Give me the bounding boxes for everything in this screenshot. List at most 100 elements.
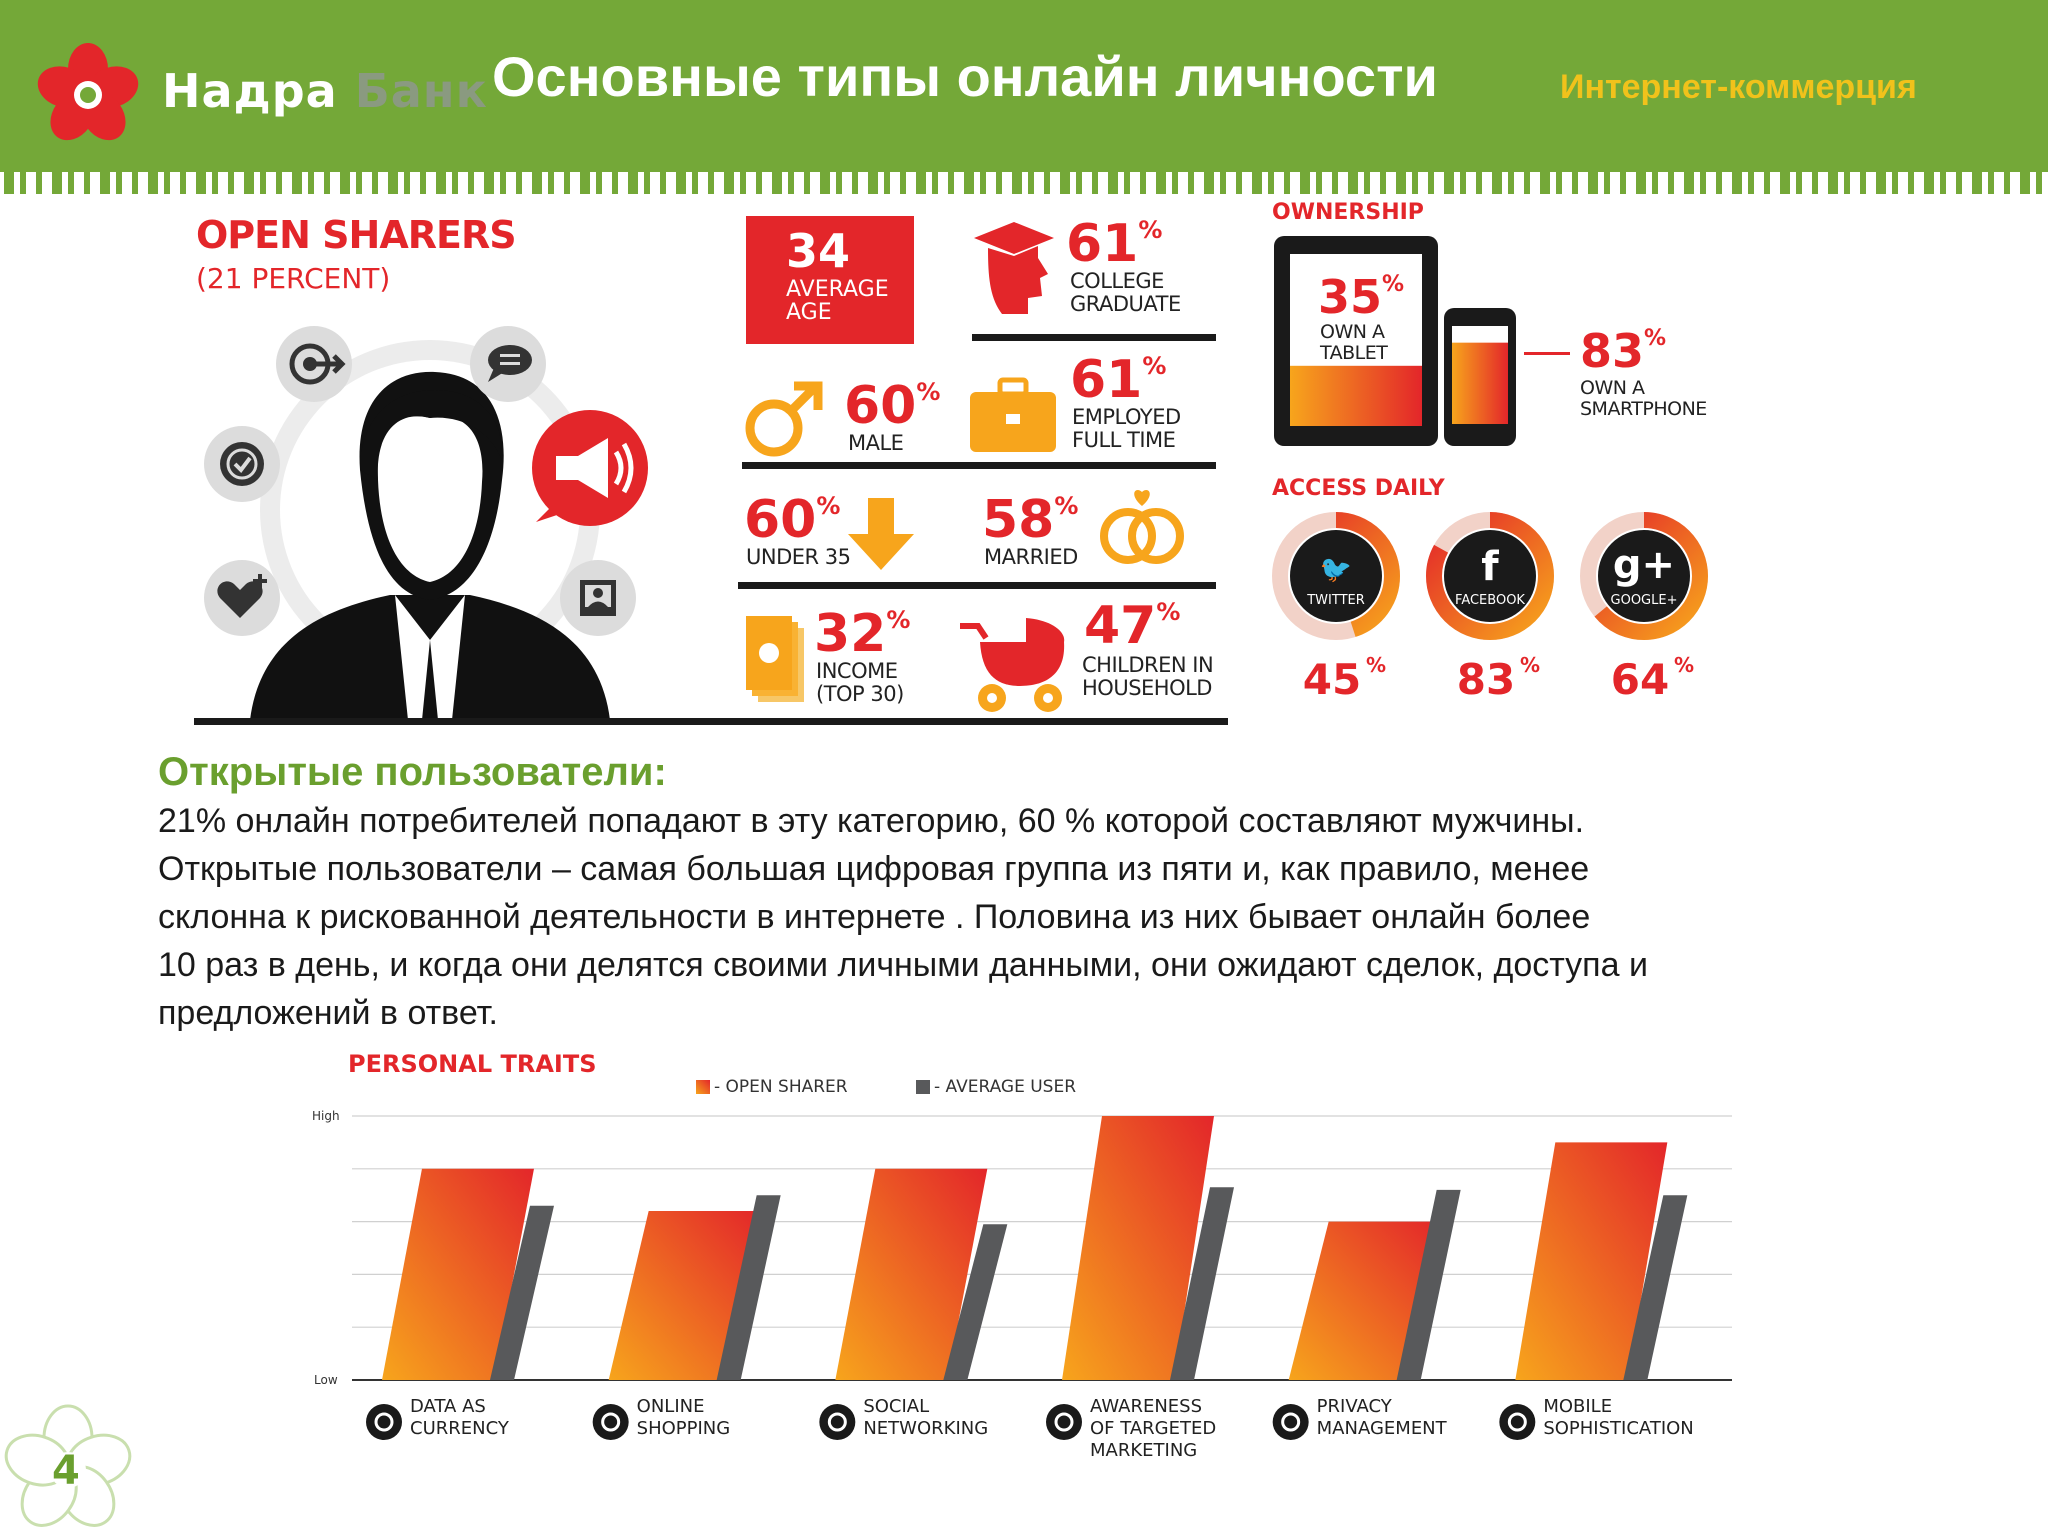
header-dash-strip bbox=[0, 172, 2048, 194]
data-currency-icon-glyph bbox=[374, 1412, 394, 1432]
nadra-bank-logo-flower-icon bbox=[37, 43, 139, 141]
briefcase-icon bbox=[970, 377, 1056, 452]
male-label: MALE bbox=[848, 431, 904, 455]
children-number: 47 bbox=[1084, 596, 1157, 656]
bar-open-sharer bbox=[1288, 1221, 1441, 1380]
employed-label: EMPLOYED FULL TIME bbox=[1072, 405, 1181, 453]
average-age-label: AVERAGE AGE bbox=[786, 278, 889, 324]
college-graduate-label-line2: GRADUATE bbox=[1070, 292, 1181, 317]
under-35-pct: % bbox=[816, 492, 841, 520]
bar-average-user bbox=[1170, 1187, 1234, 1380]
logo-word-bank: Банк bbox=[354, 64, 488, 118]
smartphone-label-line1: OWN A bbox=[1580, 377, 1645, 399]
smartphone-value: 83% bbox=[1580, 326, 1667, 375]
children-value: 47% bbox=[1084, 600, 1180, 652]
body-line-5: предложений в ответ. bbox=[158, 994, 498, 1032]
average-age-label-line2: AGE bbox=[786, 300, 832, 326]
mobile-sophistication-icon-glyph bbox=[1507, 1412, 1527, 1432]
bar-average-user bbox=[1623, 1195, 1688, 1380]
access-item-value: 64 bbox=[1611, 655, 1669, 704]
heart-plus-icon bbox=[204, 560, 280, 636]
chart-title: PERSONAL TRAITS bbox=[348, 1050, 596, 1078]
college-graduate-value: 61% bbox=[1066, 218, 1162, 270]
income-value: 32% bbox=[814, 608, 910, 660]
married-number: 58 bbox=[982, 490, 1055, 550]
stroller-icon bbox=[960, 618, 1065, 712]
bar-open-sharer bbox=[608, 1211, 761, 1380]
google-plus-icon-glyph: g+ bbox=[1613, 542, 1675, 588]
slide-title: Основные типы онлайн личности bbox=[492, 45, 1438, 108]
bar-open-sharer bbox=[382, 1168, 534, 1380]
megaphone-icon bbox=[532, 410, 648, 526]
page-number-flower-icon bbox=[4, 1404, 132, 1527]
smartphone-illustration bbox=[1444, 308, 1516, 446]
privacy-management-icon-circle bbox=[1272, 1404, 1309, 1440]
category-label: OF TARGETED bbox=[1090, 1418, 1216, 1439]
income-label-line1: INCOME bbox=[816, 659, 898, 683]
employed-value: 61% bbox=[1070, 354, 1166, 406]
graduate-head-icon bbox=[974, 222, 1054, 314]
access-item-pct: % bbox=[1674, 653, 1694, 677]
average-age-label-line1: AVERAGE bbox=[786, 277, 889, 302]
body-line-2: Открытые пользователи – самая большая ци… bbox=[158, 850, 1590, 888]
targeted-marketing-icon bbox=[1046, 1404, 1082, 1440]
bar-average-user bbox=[490, 1205, 554, 1380]
twitter-icon-glyph: 🐦 bbox=[1320, 555, 1352, 585]
male-pct: % bbox=[916, 378, 941, 406]
privacy-management-icon-glyph bbox=[1281, 1412, 1301, 1432]
children-label: CHILDREN IN HOUSEHOLD bbox=[1082, 653, 1214, 700]
wedding-rings-icon bbox=[1100, 489, 1184, 564]
target-icon bbox=[276, 326, 352, 402]
legend-swatch bbox=[916, 1080, 930, 1094]
smartphone-pct: % bbox=[1644, 326, 1667, 351]
badge-icon bbox=[204, 426, 280, 502]
college-graduate-pct: % bbox=[1138, 216, 1163, 244]
married-label: MARRIED bbox=[984, 545, 1078, 569]
access-item-value: 83 bbox=[1457, 655, 1515, 704]
section-label: Интернет-коммерция bbox=[1560, 68, 1917, 106]
smartphone-number: 83 bbox=[1580, 324, 1645, 378]
ring-progress-arc bbox=[1580, 512, 1708, 640]
category-label: NETWORKING bbox=[863, 1418, 988, 1439]
category-label: SHOPPING bbox=[637, 1418, 731, 1439]
open-users-heading: Открытые пользователи: bbox=[158, 750, 667, 794]
tablet-illustration bbox=[1274, 236, 1438, 446]
persona-baseline-rule bbox=[194, 718, 1228, 725]
photo-icon bbox=[560, 560, 636, 636]
tablet-fill-bar bbox=[1290, 365, 1422, 426]
bar-average-user bbox=[716, 1195, 781, 1380]
ring-progress-arc bbox=[1426, 512, 1554, 640]
smartphone-label-line2: SMARTPHONE bbox=[1580, 397, 1707, 420]
bar-open-sharer bbox=[1062, 1116, 1214, 1380]
income-pct: % bbox=[886, 606, 911, 634]
college-graduate-label: COLLEGE GRADUATE bbox=[1070, 269, 1181, 317]
income-label: INCOME (TOP 30) bbox=[816, 659, 904, 706]
body-line-3: склонна к рискованной деятельности в инт… bbox=[158, 898, 1591, 936]
male-value: 60% bbox=[844, 380, 940, 432]
twitter-icon bbox=[1290, 530, 1382, 622]
employed-label-line2: FULL TIME bbox=[1072, 428, 1176, 453]
body-line-1: 21% онлайн потребителей попадают в эту к… bbox=[158, 802, 1585, 840]
income-number: 32 bbox=[814, 604, 887, 664]
data-currency-icon-circle bbox=[366, 1404, 402, 1440]
under-35-number: 60 bbox=[744, 490, 817, 550]
online-shopping-icon bbox=[592, 1404, 629, 1440]
logo-wordmark: Надра Банк bbox=[162, 64, 488, 118]
stats-rule-2 bbox=[742, 462, 1216, 469]
tablet-value: 35% bbox=[1318, 274, 1404, 321]
header-bar bbox=[0, 0, 2048, 172]
children-pct: % bbox=[1156, 598, 1181, 626]
mobile-sophistication-icon bbox=[1499, 1404, 1536, 1440]
bar-average-user bbox=[943, 1224, 1008, 1380]
access-item-name: TWITTER bbox=[1306, 593, 1365, 608]
stats-rule-1 bbox=[972, 334, 1216, 341]
persona-illustration bbox=[250, 340, 610, 720]
google-plus-access-ring: g+ GOOGLE+ 64% bbox=[1580, 512, 1708, 704]
legend-label: - AVERAGE USER bbox=[934, 1077, 1076, 1097]
employed-label-line1: EMPLOYED bbox=[1072, 405, 1181, 429]
access-item-pct: % bbox=[1520, 653, 1540, 677]
legend-swatch bbox=[696, 1080, 710, 1094]
smartphone-leader-line bbox=[1524, 352, 1570, 355]
targeted-marketing-icon-circle bbox=[1046, 1404, 1082, 1440]
bar-open-sharer bbox=[1515, 1142, 1668, 1380]
